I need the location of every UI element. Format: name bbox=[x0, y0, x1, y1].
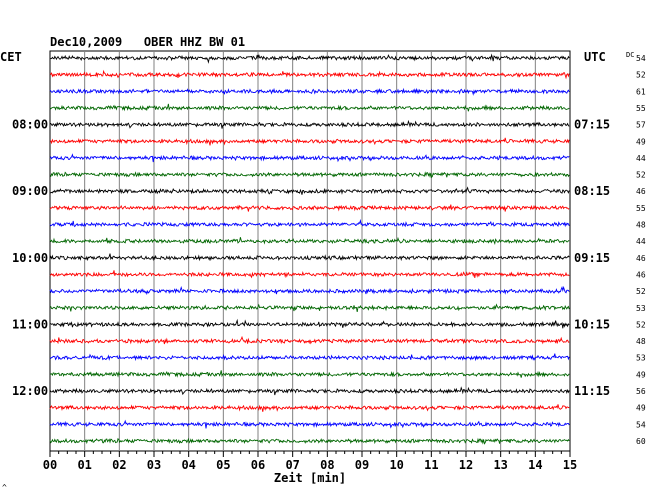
seismic-trace bbox=[49, 218, 570, 228]
x-tick-label: 05 bbox=[216, 458, 230, 472]
seismic-trace bbox=[49, 386, 570, 396]
dc-value: 52 bbox=[636, 171, 646, 180]
seismic-trace bbox=[49, 87, 570, 96]
x-tick-label: 14 bbox=[528, 458, 542, 472]
footer-mark: ^ bbox=[2, 483, 7, 492]
chart-title: Dec10,2009 OBER HHZ BW 01 bbox=[50, 35, 245, 49]
seismic-trace bbox=[49, 53, 570, 64]
dc-value-column: 54 52 61 55 57 49 44 52 46 55 48 44 46 46 52 53 52 48 53 49… bbox=[636, 54, 646, 446]
seismic-trace bbox=[49, 153, 570, 163]
utc-hour-label: 10:15 bbox=[574, 317, 610, 331]
cet-hour-label: 10:00 bbox=[12, 251, 48, 265]
dc-value: 49 bbox=[636, 370, 646, 379]
x-tick-label: 03 bbox=[147, 458, 161, 472]
x-axis-label: Zeit [min] bbox=[274, 471, 346, 485]
dc-value: 56 bbox=[636, 387, 646, 396]
dc-value: 53 bbox=[636, 304, 646, 313]
utc-hour-label: 07:15 bbox=[574, 118, 610, 132]
seismic-trace bbox=[49, 303, 570, 312]
dc-value: 48 bbox=[636, 337, 646, 346]
x-tick-label: 08 bbox=[320, 458, 334, 472]
dc-value: 49 bbox=[636, 404, 646, 413]
dc-value: 55 bbox=[636, 104, 646, 113]
dc-value: 46 bbox=[636, 254, 646, 263]
dc-value: 61 bbox=[636, 87, 646, 96]
x-tick-label: 09 bbox=[355, 458, 369, 472]
x-tick-label: 06 bbox=[251, 458, 265, 472]
dc-value: 53 bbox=[636, 354, 646, 363]
seismic-trace bbox=[49, 103, 570, 112]
dc-value: 52 bbox=[636, 287, 646, 296]
x-tick-label: 11 bbox=[424, 458, 438, 472]
x-tick-label: 02 bbox=[112, 458, 126, 472]
cet-hour-labels: 08:00 09:00 10:00 11:00 12:00 bbox=[12, 118, 48, 398]
dc-value: 46 bbox=[636, 270, 646, 279]
x-tick-label: 01 bbox=[77, 458, 91, 472]
seismic-trace bbox=[49, 419, 570, 429]
x-tick-label: 07 bbox=[285, 458, 299, 472]
x-tick-label: 10 bbox=[389, 458, 403, 472]
utc-hour-labels: 07:15 08:15 09:15 10:15 11:15 bbox=[574, 118, 610, 398]
dc-value: 52 bbox=[636, 71, 646, 80]
x-tick-label: 15 bbox=[563, 458, 577, 472]
x-tick-label: 13 bbox=[493, 458, 507, 472]
seismic-trace bbox=[49, 171, 570, 179]
seismic-trace bbox=[50, 370, 570, 378]
cet-hour-label: 12:00 bbox=[12, 384, 48, 398]
seismic-trace bbox=[49, 285, 570, 296]
seismic-trace bbox=[50, 119, 570, 129]
seismic-trace bbox=[49, 353, 570, 362]
dc-value: 52 bbox=[636, 320, 646, 329]
cet-hour-label: 11:00 bbox=[12, 317, 48, 331]
plot-grid bbox=[49, 50, 571, 452]
seismic-trace bbox=[49, 404, 570, 412]
seismic-trace bbox=[49, 236, 570, 246]
dc-value: 57 bbox=[636, 121, 646, 130]
dc-value: 48 bbox=[636, 221, 646, 230]
seismic-trace bbox=[49, 137, 570, 146]
seismic-trace bbox=[49, 270, 570, 279]
dc-value: 44 bbox=[636, 154, 646, 163]
seismic-trace bbox=[49, 186, 570, 195]
dc-value: 49 bbox=[636, 137, 646, 146]
dc-value: 54 bbox=[636, 54, 646, 63]
utc-hour-label: 11:15 bbox=[574, 384, 610, 398]
dc-value: 60 bbox=[636, 437, 646, 446]
seismic-trace bbox=[49, 318, 570, 329]
x-tick-label: 12 bbox=[459, 458, 473, 472]
dc-value: 54 bbox=[636, 420, 646, 429]
x-tick-label: 00 bbox=[43, 458, 57, 472]
dc-value: 46 bbox=[636, 187, 646, 196]
seismic-trace bbox=[49, 253, 570, 262]
seismic-trace bbox=[49, 204, 570, 212]
utc-hour-label: 09:15 bbox=[574, 251, 610, 265]
utc-hour-label: 08:15 bbox=[574, 184, 610, 198]
dc-value: 44 bbox=[636, 237, 646, 246]
dc-label: DC bbox=[626, 51, 634, 59]
seismic-trace bbox=[49, 437, 570, 445]
dc-value: 55 bbox=[636, 204, 646, 213]
cet-label: CET bbox=[0, 50, 22, 64]
x-axis: 00 01 02 03 04 05 06 07 08 09 10 11 12 13 14 15 bbox=[43, 451, 577, 472]
x-tick-label: 04 bbox=[181, 458, 195, 472]
cet-hour-label: 09:00 bbox=[12, 184, 48, 198]
seismic-trace bbox=[49, 69, 570, 80]
utc-label: UTC bbox=[584, 50, 606, 64]
cet-hour-label: 08:00 bbox=[12, 118, 48, 132]
seismic-trace bbox=[49, 335, 570, 345]
seismic-traces bbox=[49, 53, 570, 445]
